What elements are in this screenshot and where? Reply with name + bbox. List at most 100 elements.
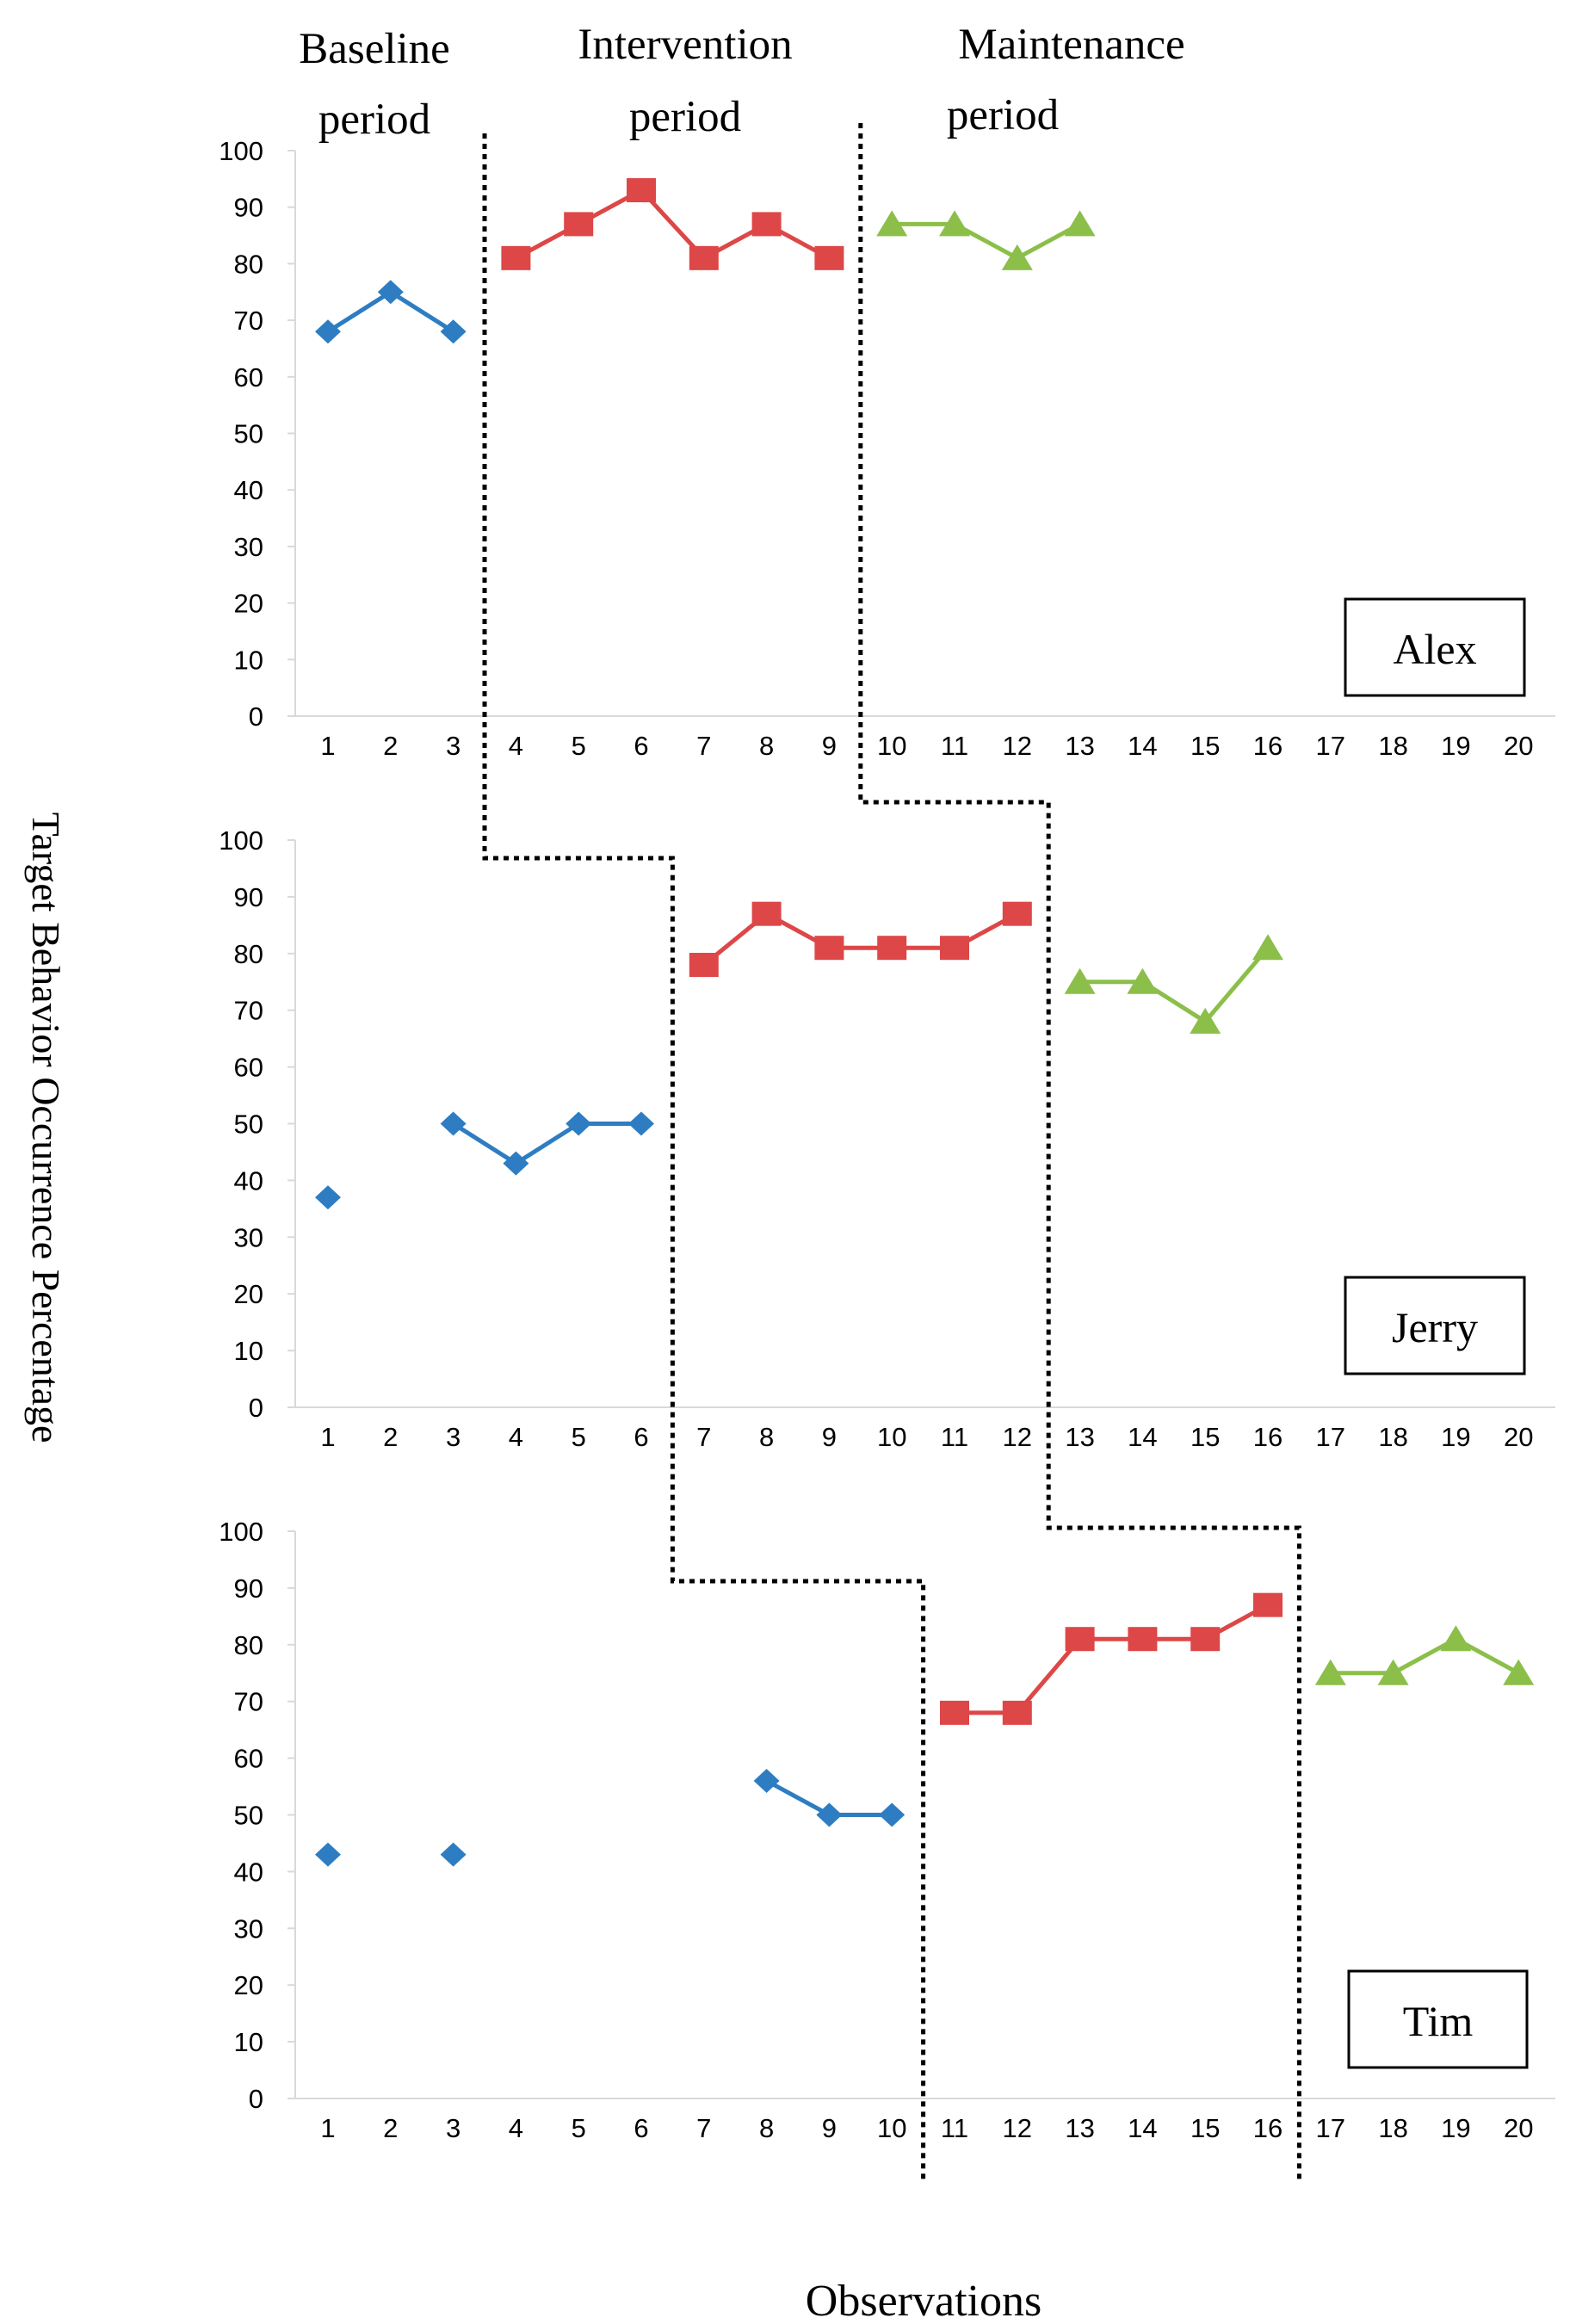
data-point-square <box>689 952 719 977</box>
x-tick-label: 14 <box>1128 731 1157 761</box>
series-maintenance-tim <box>1314 1625 1535 1685</box>
y-tick-label: 60 <box>234 1744 263 1774</box>
phase-label-3-line1: Maintenance <box>958 21 1184 69</box>
x-tick-label: 2 <box>383 731 398 761</box>
data-point-diamond <box>315 1842 341 1867</box>
x-tick-label: 20 <box>1504 731 1533 761</box>
x-tick-label: 13 <box>1065 1422 1094 1452</box>
series-line <box>892 221 1081 261</box>
x-tick-label: 2 <box>383 2113 398 2143</box>
y-tick-label: 10 <box>234 2027 263 2057</box>
data-point-square <box>1002 1700 1032 1725</box>
data-point-square <box>501 245 531 270</box>
x-tick-label: 18 <box>1378 1422 1407 1452</box>
y-tick-label: 30 <box>234 532 263 562</box>
phase-label-1-line2: period <box>318 96 430 144</box>
x-tick-label: 14 <box>1128 2113 1157 2143</box>
participant-box <box>1344 1276 1526 1375</box>
x-tick-label: 11 <box>941 1422 968 1452</box>
data-point-diamond <box>315 1185 341 1210</box>
data-point-square <box>814 245 844 270</box>
series-line <box>955 1603 1270 1715</box>
x-tick-label: 13 <box>1065 2113 1094 2143</box>
x-tick-label: 18 <box>1378 731 1407 761</box>
x-tick-label: 2 <box>383 1422 398 1452</box>
data-point-triangle <box>1001 244 1033 270</box>
participant-box <box>1347 1969 1529 2069</box>
y-tick-label: 10 <box>234 645 263 675</box>
x-tick-label: 11 <box>941 731 968 761</box>
series-line <box>515 187 831 261</box>
x-tick-label: 8 <box>759 731 774 761</box>
data-point-triangle <box>1190 1007 1221 1034</box>
series-baseline-alex <box>315 280 467 344</box>
x-tick-label: 10 <box>877 2113 906 2143</box>
series-line <box>452 1122 641 1166</box>
y-tick-label: 90 <box>234 1573 263 1604</box>
data-point-square <box>814 936 844 961</box>
x-tick-label: 16 <box>1253 731 1283 761</box>
x-tick-label: 10 <box>877 1422 906 1452</box>
participant-name: Tim <box>1403 1997 1474 2045</box>
y-tick-label: 50 <box>234 419 263 449</box>
x-tick-label: 18 <box>1378 2113 1407 2143</box>
y-tick-label: 90 <box>234 882 263 912</box>
y-tick-label: 30 <box>234 1913 263 1944</box>
x-tick-label: 17 <box>1316 731 1345 761</box>
x-tick-label: 10 <box>877 731 906 761</box>
y-tick-label: 40 <box>234 1165 263 1196</box>
x-tick-label: 17 <box>1316 2113 1345 2143</box>
x-tick-label: 15 <box>1190 1422 1220 1452</box>
y-tick-label: 70 <box>234 306 263 336</box>
data-point-square <box>1190 1627 1221 1652</box>
x-tick-label: 1 <box>320 731 335 761</box>
series-line <box>1330 1636 1520 1676</box>
data-point-triangle <box>1064 967 1096 994</box>
x-tick-label: 7 <box>696 2113 711 2143</box>
x-tick-label: 19 <box>1441 2113 1470 2143</box>
data-point-square <box>751 212 782 237</box>
x-tick-label: 3 <box>446 2113 460 2143</box>
x-tick-label: 13 <box>1065 731 1094 761</box>
x-tick-label: 11 <box>941 2113 968 2143</box>
series-intervention-jerry <box>689 901 1032 977</box>
x-tick-label: 4 <box>509 2113 523 2143</box>
x-tick-label: 20 <box>1504 1422 1533 1452</box>
data-point-triangle <box>1127 967 1159 994</box>
x-tick-label: 8 <box>759 2113 774 2143</box>
y-tick-label: 20 <box>234 589 263 619</box>
series-baseline-jerry <box>315 1111 654 1210</box>
data-point-square <box>689 245 719 270</box>
x-tick-label: 5 <box>572 2113 586 2143</box>
data-point-diamond <box>879 1802 906 1827</box>
x-tick-label: 3 <box>446 731 460 761</box>
data-point-diamond <box>377 280 404 305</box>
y-tick-label: 60 <box>234 1053 263 1083</box>
y-tick-label: 40 <box>234 475 263 505</box>
x-tick-label: 16 <box>1253 2113 1283 2143</box>
y-tick-label: 0 <box>249 1393 263 1423</box>
x-tick-label: 15 <box>1190 2113 1220 2143</box>
y-tick-label: 100 <box>219 825 263 856</box>
y-tick-label: 80 <box>234 1630 263 1660</box>
data-point-diamond <box>628 1111 654 1136</box>
data-point-triangle <box>1377 1659 1409 1685</box>
data-point-square <box>751 901 782 926</box>
x-tick-label: 4 <box>509 1422 523 1452</box>
phase-label-3-line2: period <box>947 91 1059 139</box>
data-point-diamond <box>315 319 341 344</box>
data-point-square <box>564 212 594 237</box>
data-point-triangle <box>939 210 970 237</box>
y-tick-label: 30 <box>234 1222 263 1252</box>
y-tick-label: 70 <box>234 1687 263 1717</box>
data-point-square <box>877 936 907 961</box>
data-point-diamond <box>440 319 467 344</box>
y-tick-label: 60 <box>234 362 263 392</box>
data-point-triangle <box>1440 1625 1472 1652</box>
data-point-square <box>940 936 969 961</box>
x-tick-label: 5 <box>572 1422 586 1452</box>
y-tick-label: 0 <box>249 2084 263 2114</box>
y-tick-label: 70 <box>234 996 263 1026</box>
